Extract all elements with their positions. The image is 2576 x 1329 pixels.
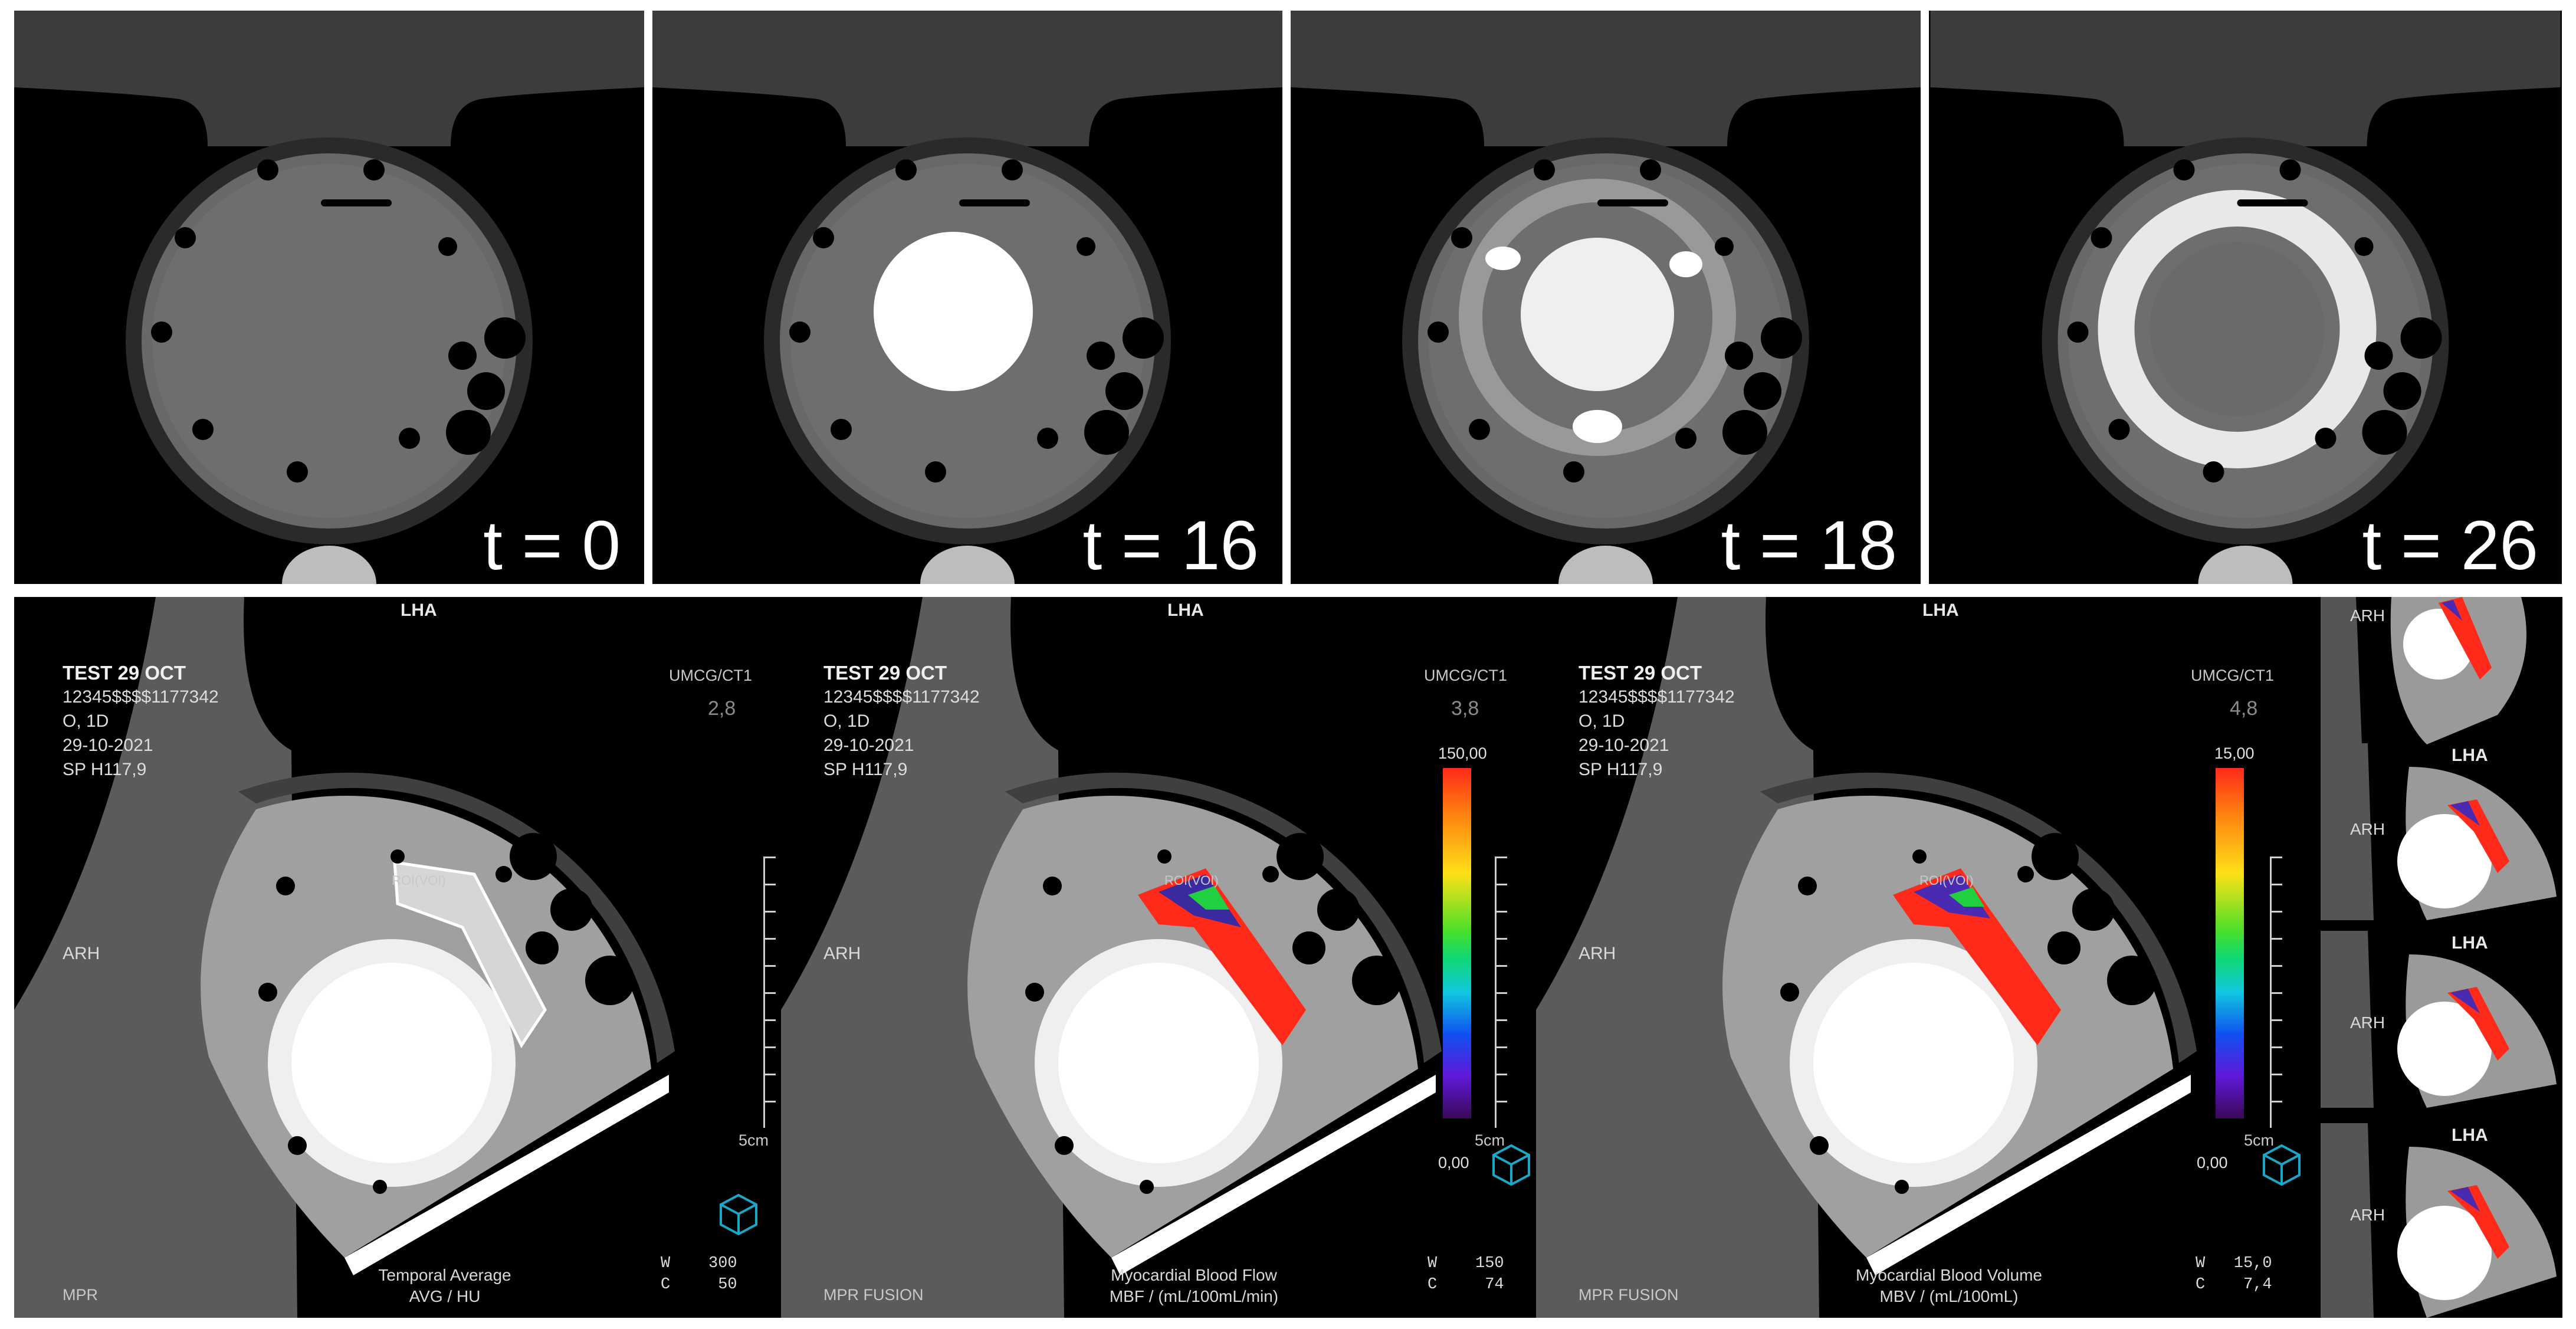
- colorbar-max: 15,00: [2214, 744, 2255, 762]
- patient-name: TEST 29 OCT: [63, 662, 186, 684]
- colorbar-min: 0,00: [2197, 1154, 2228, 1172]
- view-type: MPR FUSION: [1579, 1286, 1679, 1304]
- patient-id: 12345$$$$1177342: [1579, 687, 1735, 707]
- thumbnail-item[interactable]: ARH: [2321, 597, 2562, 744]
- patient-id: 12345$$$$1177342: [63, 687, 219, 707]
- colorbar: [1443, 768, 1471, 1118]
- thumbnail-image: [2321, 931, 2557, 1108]
- orientation-cube-icon[interactable]: [1482, 1137, 1536, 1192]
- zoom-level: 4,8: [2230, 697, 2258, 720]
- zoom-level: 3,8: [1451, 697, 1479, 720]
- scale-ruler: [1495, 857, 1520, 1128]
- mpr-fusion-image: [1536, 597, 2197, 1318]
- orientation-top: LHA: [1167, 600, 1204, 620]
- scale-label: 5cm: [1475, 1131, 1505, 1149]
- viewport-temporal-average[interactable]: LHA ARH TEST 29 OCT 12345$$$$1177342 O, …: [14, 597, 789, 1318]
- ct-phantom-image: [1930, 11, 2561, 584]
- roi-label[interactable]: ROI(VOI): [1919, 873, 1974, 888]
- thumbnail-item[interactable]: LHA ARH: [2321, 1123, 2562, 1318]
- map-caption: Myocardial Blood Flow MBF / (mL/100mL/mi…: [1035, 1265, 1353, 1307]
- orientation-cube-icon[interactable]: [2252, 1137, 2306, 1192]
- thumbnail-image: [2321, 1123, 2557, 1318]
- slice-position: SP H117,9: [63, 760, 147, 779]
- thumbnail-orientation-top: LHA: [2452, 933, 2488, 953]
- caption-title: Myocardial Blood Flow: [1111, 1266, 1277, 1284]
- view-type: MPR FUSION: [823, 1286, 924, 1304]
- time-label: t = 0: [483, 507, 621, 584]
- window-level: W 15,0 C 7,4: [2196, 1255, 2272, 1294]
- caption-title: Temporal Average: [378, 1266, 511, 1284]
- orientation-left: ARH: [1579, 944, 1616, 963]
- series-info: O, 1D: [1579, 711, 1625, 731]
- ct-phantom-image: [14, 11, 644, 584]
- thumbnail-image: [2321, 743, 2557, 920]
- orientation-top: LHA: [401, 600, 437, 620]
- patient-info: TEST 29 OCT 12345$$$$1177342 O, 1D 29-10…: [63, 661, 219, 782]
- colorbar: [2216, 768, 2244, 1118]
- series-info: O, 1D: [823, 711, 870, 731]
- institution-label: UMCG/CT1: [1424, 667, 1507, 684]
- ct-frame-t16: t = 16: [652, 11, 1282, 584]
- slice-position: SP H117,9: [1579, 760, 1663, 779]
- thumbnail-orientation-top: LHA: [2452, 746, 2488, 765]
- ct-frame-t26: t = 26: [1929, 11, 2562, 584]
- mpr-phantom-image: [14, 597, 675, 1318]
- caption-title: Myocardial Blood Volume: [1856, 1266, 2042, 1284]
- scale-label: 5cm: [2244, 1131, 2275, 1149]
- patient-info: TEST 29 OCT 12345$$$$1177342 O, 1D 29-10…: [823, 661, 980, 782]
- view-type: MPR: [63, 1286, 98, 1304]
- caption-unit: MBF / (mL/100mL/min): [1109, 1287, 1279, 1305]
- mpr-fusion-image: [781, 597, 1442, 1318]
- thumbnail-orientation-left: ARH: [2350, 606, 2385, 625]
- thumbnail-image: [2321, 597, 2526, 744]
- study-date: 29-10-2021: [63, 736, 153, 755]
- map-caption: Myocardial Blood Volume MBV / (mL/100mL): [1790, 1265, 2108, 1307]
- roi-label[interactable]: ROI(VOI): [392, 873, 446, 888]
- thumbnail-orientation-top: LHA: [2452, 1125, 2488, 1145]
- patient-info: TEST 29 OCT 12345$$$$1177342 O, 1D 29-10…: [1579, 661, 1735, 782]
- patient-id: 12345$$$$1177342: [823, 687, 980, 707]
- study-date: 29-10-2021: [823, 736, 914, 755]
- ct-phantom-image: [1291, 11, 1921, 584]
- colorbar-max: 150,00: [1438, 744, 1487, 762]
- patient-name: TEST 29 OCT: [1579, 662, 1702, 684]
- window-level: W 300 C 50: [661, 1255, 737, 1294]
- roi-label[interactable]: ROI(VOI): [1164, 873, 1219, 888]
- orientation-top: LHA: [1922, 600, 1959, 620]
- thumbnail-orientation-left: ARH: [2350, 1206, 2385, 1224]
- ct-phantom-image: [652, 11, 1282, 584]
- thumbnail-orientation-left: ARH: [2350, 820, 2385, 838]
- scale-label: 5cm: [739, 1131, 769, 1149]
- slice-position: SP H117,9: [823, 760, 908, 779]
- ct-frame-t18: t = 18: [1291, 11, 1921, 584]
- window-level: W 150 C 74: [1428, 1255, 1504, 1294]
- viewport-blood-flow[interactable]: LHA ARH TEST 29 OCT 12345$$$$1177342 O, …: [781, 597, 1536, 1318]
- perfusion-viewer: LHA ARH TEST 29 OCT 12345$$$$1177342 O, …: [14, 597, 2562, 1318]
- thumbnail-orientation-left: ARH: [2350, 1013, 2385, 1032]
- zoom-level: 2,8: [708, 697, 736, 720]
- thumbnail-item[interactable]: LHA ARH: [2321, 743, 2562, 920]
- caption-unit: MBV / (mL/100mL): [1879, 1287, 2019, 1305]
- thumbnail-item[interactable]: LHA ARH: [2321, 931, 2562, 1108]
- patient-name: TEST 29 OCT: [823, 662, 947, 684]
- time-label: t = 16: [1082, 507, 1259, 584]
- institution-label: UMCG/CT1: [669, 667, 752, 684]
- caption-unit: AVG / HU: [409, 1287, 481, 1305]
- viewport-blood-volume[interactable]: LHA ARH TEST 29 OCT 12345$$$$1177342 O, …: [1536, 597, 2315, 1318]
- colorbar-min: 0,00: [1438, 1154, 1469, 1172]
- time-label: t = 26: [2362, 507, 2538, 584]
- map-caption: Temporal Average AVG / HU: [286, 1265, 604, 1307]
- study-date: 29-10-2021: [1579, 736, 1669, 755]
- series-info: O, 1D: [63, 711, 109, 731]
- scale-ruler: [2270, 857, 2295, 1128]
- orientation-left: ARH: [63, 944, 100, 963]
- ct-frame-t0: t = 0: [14, 11, 644, 584]
- orientation-cube-icon[interactable]: [709, 1187, 763, 1241]
- time-label: t = 18: [1721, 507, 1897, 584]
- orientation-left: ARH: [823, 944, 861, 963]
- thumbnail-strip: ARH LHA ARH LHA ARH: [2321, 597, 2562, 1318]
- institution-label: UMCG/CT1: [2191, 667, 2274, 684]
